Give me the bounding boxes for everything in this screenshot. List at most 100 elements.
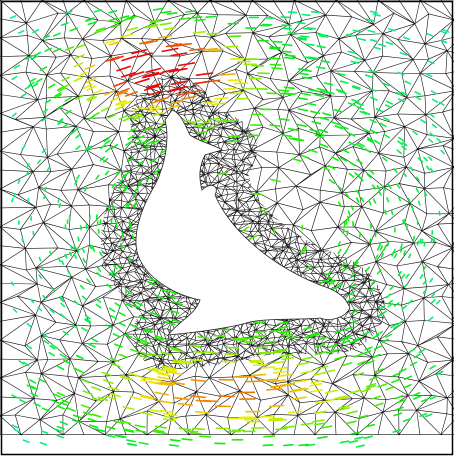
field-arrow	[22, 238, 23, 241]
field-arrow	[283, 45, 292, 46]
field-arrow	[274, 420, 286, 421]
field-arrow	[99, 230, 100, 234]
field-arrow	[214, 336, 225, 337]
field-arrow	[301, 36, 309, 37]
field-arrow	[256, 347, 267, 348]
field-arrow	[224, 88, 237, 89]
field-arrow	[289, 12, 297, 13]
field-arrow	[256, 331, 266, 332]
field-arrow	[193, 428, 204, 429]
field-arrow	[272, 68, 282, 69]
field-arrow	[12, 199, 13, 202]
field-arrow	[304, 29, 312, 30]
field-arrow	[274, 228, 275, 232]
field-arrow	[254, 322, 264, 323]
field-arrow	[14, 194, 15, 197]
field-arrow	[414, 237, 415, 241]
field-arrow	[370, 239, 371, 243]
field-arrow	[266, 341, 277, 342]
field-arrow	[298, 39, 306, 40]
field-arrow	[229, 136, 239, 137]
field-arrow	[284, 426, 295, 427]
field-arrow	[50, 251, 51, 254]
field-arrow	[258, 352, 270, 353]
field-arrow	[204, 352, 216, 353]
field-arrow	[200, 436, 211, 437]
field-arrow	[360, 233, 361, 237]
field-arrow	[282, 51, 291, 52]
field-arrow	[270, 125, 280, 126]
field-arrow	[192, 17, 202, 18]
field-arrow	[58, 199, 59, 202]
field-arrow	[306, 44, 314, 45]
field-arrow	[262, 379, 276, 380]
field-arrow	[302, 15, 310, 16]
field-arrow	[347, 231, 348, 235]
field-arrow	[228, 80, 242, 81]
field-arrow	[226, 46, 238, 47]
field-arrow	[252, 375, 266, 376]
field-arrow	[261, 416, 274, 417]
field-arrow	[312, 12, 320, 13]
field-arrow	[439, 212, 440, 215]
field-arrow	[230, 93, 243, 94]
field-arrow	[418, 241, 419, 245]
field-arrow	[267, 93, 278, 94]
mesh-visualization	[0, 0, 454, 456]
field-arrow	[434, 238, 435, 241]
field-arrow	[388, 242, 389, 246]
field-arrow	[252, 194, 263, 195]
field-arrow	[281, 17, 289, 18]
field-arrow	[228, 141, 238, 142]
field-arrow	[283, 28, 292, 29]
field-arrow	[78, 237, 79, 241]
field-arrow	[260, 109, 271, 110]
field-arrow	[206, 17, 216, 18]
field-arrow	[297, 23, 305, 24]
field-arrow	[422, 240, 423, 244]
field-arrow	[44, 195, 45, 198]
field-arrow	[279, 90, 289, 91]
field-arrow	[288, 33, 297, 34]
field-arrow	[385, 210, 386, 214]
field-arrow	[419, 201, 420, 205]
field-arrow	[224, 121, 235, 122]
field-arrow	[170, 445, 179, 446]
field-arrow	[412, 207, 413, 211]
field-arrow	[251, 362, 264, 363]
field-arrow	[182, 439, 192, 440]
field-arrow	[219, 329, 229, 330]
field-arrow	[420, 239, 421, 243]
field-arrow	[264, 436, 274, 437]
field-arrow	[59, 204, 60, 207]
field-arrow	[273, 42, 282, 43]
field-arrow	[250, 360, 263, 361]
field-arrow	[348, 217, 349, 221]
field-arrow	[375, 233, 376, 237]
field-arrow	[270, 58, 280, 59]
field-arrow	[196, 412, 210, 413]
field-arrow	[71, 246, 72, 250]
field-arrow	[285, 58, 294, 59]
field-arrow	[254, 365, 267, 366]
field-arrow	[191, 433, 202, 434]
field-arrow	[195, 20, 205, 21]
field-arrow	[285, 87, 295, 88]
field-arrow	[282, 25, 291, 26]
field-arrow	[424, 242, 425, 245]
field-arrow	[262, 367, 275, 368]
field-arrow	[401, 244, 402, 248]
field-arrow	[207, 33, 219, 34]
field-arrow	[270, 47, 280, 48]
field-arrow	[28, 199, 29, 202]
field-arrow	[284, 445, 293, 446]
field-arrow	[203, 401, 218, 402]
field-arrow	[108, 206, 109, 210]
field-arrow	[431, 239, 432, 242]
field-arrow	[122, 232, 123, 236]
field-arrow	[286, 55, 295, 56]
field-arrow	[113, 206, 114, 210]
field-arrow	[221, 74, 235, 75]
field-arrow	[263, 445, 272, 446]
field-arrow	[254, 336, 265, 337]
